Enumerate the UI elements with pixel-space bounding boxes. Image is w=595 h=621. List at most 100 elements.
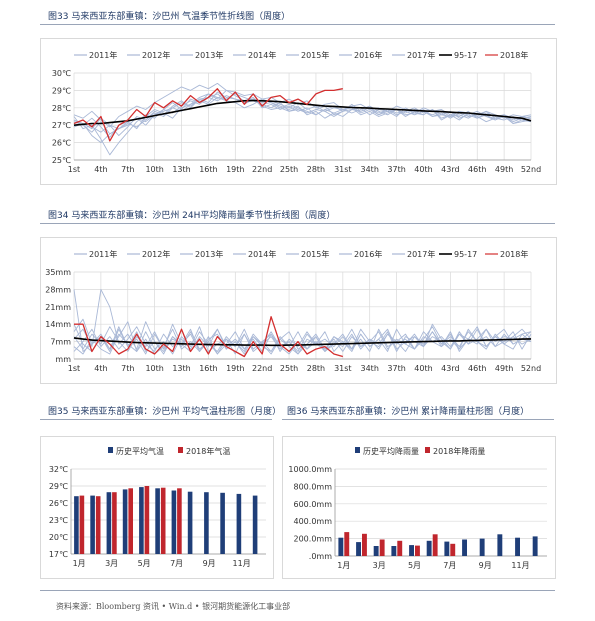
x-tick-label: 5月 [138, 559, 151, 568]
x-tick-label: 7th [121, 165, 134, 174]
bar-2018 [415, 545, 420, 556]
bar-hist [204, 492, 209, 554]
legend-label: 2018年气温 [186, 446, 230, 456]
y-tick-label: 32℃ [49, 465, 68, 474]
rainfall-monthly-bar-chart: 历史平均降雨量 2018年降雨量 .0mm 200.0mm 400.0mm 600.0mm… [288, 446, 547, 570]
y-tick-label: 30℃ [52, 69, 71, 78]
legend-swatch [178, 447, 183, 453]
legend-label: 2012年 [142, 50, 170, 60]
bar-2018 [95, 496, 101, 554]
x-tick-label: 7月 [443, 561, 456, 570]
legend-label: 历史平均气温 [116, 446, 164, 456]
x-tick-label: 37th [387, 364, 405, 373]
x-tick-label: 7th [121, 364, 134, 373]
y-tick-label: 27℃ [52, 121, 71, 130]
bar-2018 [144, 486, 150, 554]
bar-hist [391, 546, 397, 556]
legend-label: 2013年 [195, 50, 223, 60]
x-tick-label: 9月 [479, 561, 492, 570]
legend-swatch [355, 447, 360, 453]
y-tick-label: 26℃ [49, 499, 68, 508]
x-tick-label: 37th [387, 165, 405, 174]
fig34-caption: 图34 马来西亚东部重镇：沙巴州 24H平均降雨量季节性折线图（周度） [48, 211, 336, 221]
bar-hist [356, 542, 361, 556]
bar-hist [122, 489, 128, 554]
y-tick-label: 200.0mm [294, 535, 333, 544]
legend-label: 2014年 [248, 249, 276, 259]
x-tick-label: 9月 [203, 559, 216, 568]
y-tick-label: 400.0mm [294, 517, 333, 526]
legend-label: 2015年 [301, 50, 329, 60]
x-tick-label: 49th [495, 165, 513, 174]
fig36-panel: 历史平均降雨量 2018年降雨量 .0mm 200.0mm 400.0mm 600.0mm… [282, 436, 556, 579]
legend-label: 2016年 [354, 50, 382, 60]
x-tick-label: 43rd [441, 364, 459, 373]
bar-2018 [160, 487, 166, 554]
x-tick-label: 13th [172, 165, 190, 174]
x-tick-label: 19th [226, 364, 244, 373]
bar-hist [106, 492, 112, 554]
bar-2018 [177, 488, 182, 554]
x-tick-label: 16th [199, 165, 217, 174]
x-tick-label: 22nd [252, 165, 272, 174]
series-line-5 [73, 318, 532, 355]
bar-hist [426, 540, 432, 556]
x-tick-label: 25th [280, 165, 298, 174]
y-tick-label: 25℃ [52, 156, 71, 165]
legend-label: 历史平均降雨量 [363, 446, 419, 456]
bar-hist [338, 537, 344, 556]
bar-hist [532, 536, 538, 556]
x-tick-label: 40th [414, 364, 432, 373]
y-tick-label: 26℃ [52, 139, 71, 148]
bar-hist [479, 538, 485, 556]
x-tick-label: 40th [414, 165, 432, 174]
bar-hist [409, 545, 414, 556]
fig35-panel: 历史平均气温 2018年气温 17℃ 20℃ 23℃ 26℃ 29℃ 32℃ 1月 3月 5月 7月 9… [40, 436, 274, 579]
x-tick-label: 52nd [521, 165, 541, 174]
bar-hist [74, 496, 79, 554]
x-tick-label: 1月 [73, 559, 86, 568]
x-tick-label: 1st [68, 364, 80, 373]
y-tick-label: mm [55, 355, 71, 364]
legend-label: 2014年 [248, 50, 276, 60]
x-tick-label: 1月 [337, 561, 350, 570]
x-tick-label: 22nd [252, 364, 272, 373]
y-tick-label: 600.0mm [294, 500, 333, 509]
legend-label: 2018年降雨量 [433, 446, 485, 456]
fig36-caption: 图36 马来西亚东部重镇：沙巴州 累计降雨量柱形图（月度） [287, 407, 530, 417]
bar-2018 [432, 534, 438, 557]
legend-label: 2017年 [407, 249, 435, 259]
y-tick-label: 29℃ [52, 86, 71, 95]
temperature-weekly-line-chart: 2011年 2012年 2013年 2014年 2015年 2016年 2017年 95-17… [52, 50, 541, 174]
bar-hist [187, 491, 193, 554]
legend-label: 2012年 [142, 249, 170, 259]
y-tick-label: 35mm [45, 268, 71, 277]
x-tick-label: 3月 [373, 561, 386, 570]
bar-hist [220, 492, 225, 554]
x-tick-label: 43rd [441, 165, 459, 174]
x-tick-label: 10th [145, 165, 163, 174]
bar-2018 [450, 543, 456, 556]
series-line-8 [73, 337, 532, 347]
bar-hist [497, 534, 503, 557]
x-tick-label: 4th [94, 165, 107, 174]
legend-label: 2013年 [195, 249, 223, 259]
legend-label: 2011年 [89, 249, 117, 259]
x-tick-label: 34th [361, 165, 379, 174]
x-tick-label: 31st [334, 364, 351, 373]
x-tick-label: 10th [145, 364, 163, 373]
bar-hist [155, 488, 160, 554]
bar-hist [444, 541, 450, 556]
bar-hist [236, 493, 242, 554]
x-tick-label: 1st [68, 165, 80, 174]
temperature-monthly-bar-chart: 历史平均气温 2018年气温 17℃ 20℃ 23℃ 26℃ 29℃ 32℃ 1月 3月 5月 7月 9… [49, 446, 266, 568]
y-tick-label: 28mm [45, 285, 71, 294]
legend-label: 95-17 [454, 250, 477, 259]
legend-label: 2018年 [500, 249, 528, 259]
series-line-8 [73, 99, 532, 126]
x-tick-label: 34th [361, 364, 379, 373]
bar-hist [252, 495, 258, 554]
source-footer: 资料来源：Bloomberg 资讯 • Win.d • 银河期货能源化工事业部 [56, 602, 291, 611]
y-tick-label: .0mm [309, 552, 332, 561]
legend-label: 2018年 [500, 50, 528, 60]
